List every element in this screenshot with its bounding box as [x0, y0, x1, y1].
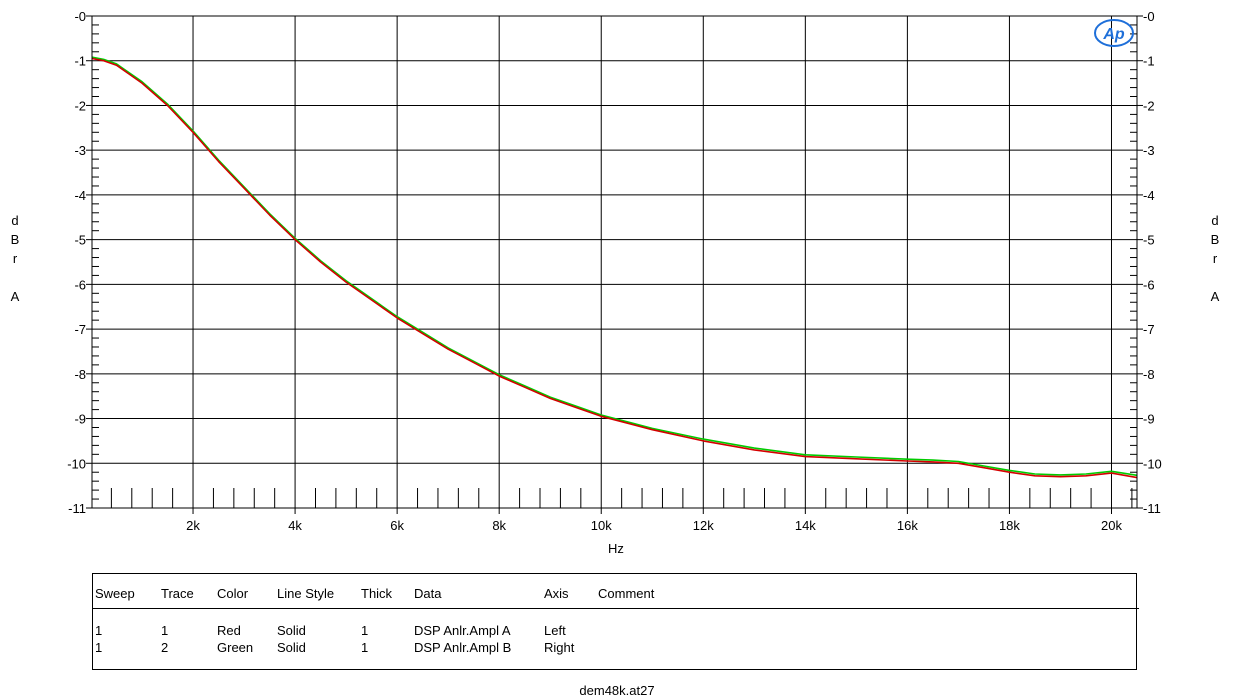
x-tick-label: 2k: [186, 518, 200, 533]
legend-cell: 1: [361, 640, 369, 655]
svg-text:Ap: Ap: [1102, 26, 1125, 43]
y-tick-label-right: -6: [1143, 277, 1155, 292]
legend-cell: 1: [161, 623, 169, 638]
y-axis-title-char: d: [1211, 213, 1219, 228]
legend-header-cell: Thick: [361, 586, 393, 601]
chart: -0 -0 -1 -1 -2 -2 -3 -3 -4 -4 -5 -5 -6 -6 -7 -7 -8 -8 -9 -9…: [67, 9, 1162, 556]
tick-labels: -0 -0 -1 -1 -2 -2 -3 -3 -4 -4 -5 -5 -6 -6 -7 -7 -8 -8 -9 -9…: [67, 9, 1162, 533]
y-axis-title-char: B: [10, 232, 20, 247]
legend-cell: 1: [95, 640, 103, 655]
legend-cell: Solid: [277, 640, 306, 655]
y-tick-label-right: -8: [1143, 367, 1155, 382]
y-tick-label-right: -7: [1143, 322, 1155, 337]
y-tick-label-left: -0: [74, 9, 86, 24]
legend-header-cell: Color: [217, 586, 249, 601]
file-name-footer: dem48k.at27: [579, 683, 655, 698]
legend-cell: 1: [361, 623, 369, 638]
y-tick-label-left: -3: [74, 143, 86, 158]
y-tick-label-right: -2: [1143, 98, 1155, 113]
y-axis-title-char: r: [1212, 251, 1218, 266]
y-tick-label-left: -11: [68, 501, 86, 516]
x-tick-label: 12k: [693, 518, 714, 533]
grid: [86, 15, 1143, 514]
y-axis-title-char: B: [1210, 232, 1220, 247]
x-tick-label: 10k: [591, 518, 612, 533]
legend-header-cell: Comment: [598, 586, 655, 601]
y-tick-label-right: -0: [1143, 9, 1155, 24]
y-tick-label-left: -7: [74, 322, 86, 337]
y-tick-label-right: -10: [1143, 456, 1162, 471]
legend-header-cell: Line Style: [277, 586, 335, 601]
y-axis-title-char: A: [1210, 289, 1220, 304]
y-tick-label-right: -11: [1143, 501, 1161, 516]
legend-header-cell: Sweep: [95, 586, 135, 601]
y-axis-title-char: d: [11, 213, 19, 228]
y-tick-label-right: -5: [1143, 233, 1155, 248]
y-tick-label-left: -2: [74, 98, 86, 113]
legend-cell: 1: [95, 623, 103, 638]
y-tick-label-left: -5: [74, 233, 86, 248]
y-tick-label-left: -8: [74, 367, 86, 382]
y-tick-label-left: -1: [74, 54, 86, 69]
y-tick-label-left: -6: [74, 277, 86, 292]
x-tick-label: 18k: [999, 518, 1020, 533]
legend-cell: Red: [217, 623, 241, 638]
x-tick-label: 16k: [897, 518, 918, 533]
y-axis-title-char: A: [10, 289, 20, 304]
legend-header-divider: [93, 608, 1139, 609]
y-tick-label-right: -1: [1143, 54, 1155, 69]
legend-cell: Left: [544, 623, 566, 638]
y-tick-label-left: -4: [74, 188, 86, 203]
x-tick-label: 4k: [288, 518, 302, 533]
y-tick-label-right: -4: [1143, 188, 1155, 203]
legend-header-cell: Axis: [544, 586, 569, 601]
x-tick-label: 6k: [390, 518, 404, 533]
y-axis-title-char: [8, 269, 22, 287]
x-tick-label: 20k: [1101, 518, 1122, 533]
series-line-1: [91, 57, 1138, 479]
plot-frame: [91, 15, 1138, 509]
legend-header-cell: Data: [414, 586, 442, 601]
legend-cell: Solid: [277, 623, 306, 638]
legend-cell: 2: [161, 640, 169, 655]
y-tick-label-left: -10: [67, 456, 86, 471]
legend-cell: DSP Anlr.Ampl B: [414, 640, 512, 655]
ap-logo: Ap: [1094, 19, 1134, 47]
legend-cell: DSP Anlr.Ampl A: [414, 623, 511, 638]
x-tick-label: 14k: [795, 518, 816, 533]
series-line-2: [91, 56, 1138, 477]
y-tick-label-left: -9: [74, 412, 86, 427]
series-layer: [91, 56, 1138, 479]
x-axis-title: Hz: [608, 541, 624, 556]
y-axis-title-char: [1208, 269, 1222, 287]
y-axis-title-char: r: [12, 251, 18, 266]
x-tick-label: 8k: [492, 518, 506, 533]
y-tick-label-right: -3: [1143, 143, 1155, 158]
legend-header-cell: Trace: [161, 586, 194, 601]
legend-table: Sweep Trace Color Line Style Thick Data Axis Co…: [92, 573, 1139, 670]
legend-cell: Green: [217, 640, 254, 655]
y-tick-label-right: -9: [1143, 412, 1155, 427]
legend-cell: Right: [544, 640, 575, 655]
minor-ticks: [92, 24, 1137, 508]
